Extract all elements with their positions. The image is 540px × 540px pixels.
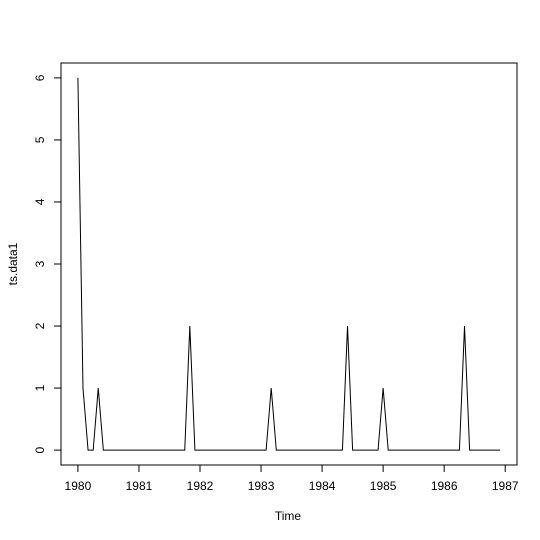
data-line (77, 77, 501, 451)
x-tick-label: 1984 (309, 479, 336, 493)
y-tick-label: 1 (33, 384, 47, 391)
x-tick-label: 1986 (431, 479, 458, 493)
plot-box (60, 62, 518, 466)
y-tick-label: 0 (33, 446, 47, 453)
x-tick-label: 1983 (248, 479, 275, 493)
x-tick-label: 1982 (187, 479, 214, 493)
x-tick-label: 1987 (492, 479, 519, 493)
y-tick-label: 6 (33, 74, 47, 81)
y-tick-label: 3 (33, 260, 47, 267)
y-axis-label: ts.data1 (6, 242, 20, 285)
x-tick-label: 1980 (65, 479, 92, 493)
x-tick-label: 1981 (126, 479, 153, 493)
x-tick-label: 1985 (370, 479, 397, 493)
y-tick-label: 4 (33, 198, 47, 205)
y-tick-label: 2 (33, 322, 47, 329)
y-tick-label: 5 (33, 136, 47, 143)
x-axis-label: Time (275, 509, 302, 523)
